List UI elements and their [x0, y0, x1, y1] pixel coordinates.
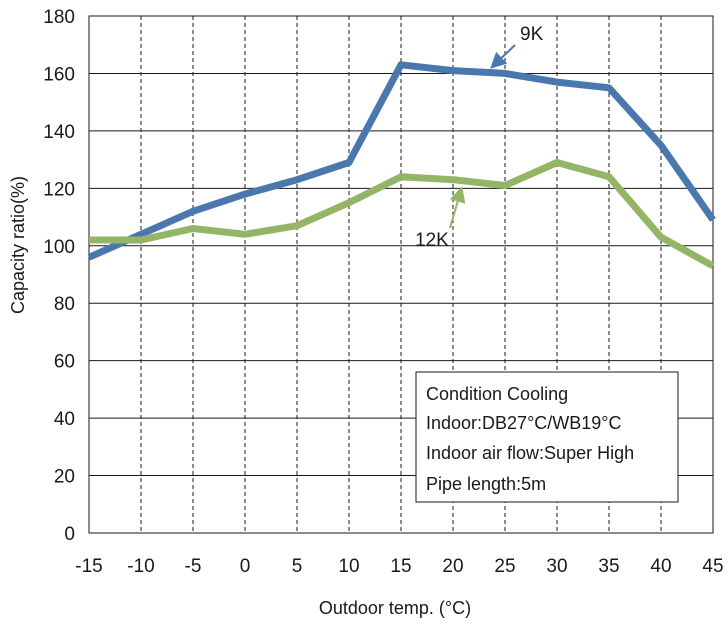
x-tick-label: 35 [598, 556, 619, 577]
series-layer [87, 61, 716, 269]
x-tick-label: 5 [292, 556, 303, 577]
x-tick-label: 45 [702, 556, 723, 577]
y-tick-label: 120 [43, 179, 75, 200]
x-tick-label: 20 [442, 556, 463, 577]
series-line-9k [87, 61, 716, 261]
y-tick-label: 140 [43, 122, 75, 143]
y-tick-labels: 0 20 40 60 80 100 120 140 160 180 [43, 7, 75, 545]
y-tick-label: 80 [54, 294, 75, 315]
y-tick-label: 100 [43, 237, 75, 258]
series-line-12k [89, 159, 715, 269]
condition-line-4: Pipe length:5m [426, 474, 546, 494]
x-tick-label: 30 [546, 556, 567, 577]
y-tick-label: 20 [54, 467, 75, 488]
plot-frame [88, 15, 714, 534]
y-axis-title: Capacity ratio(%) [8, 176, 28, 314]
x-tick-labels: -15 -10 -5 0 5 10 15 20 25 30 35 40 45 [75, 556, 723, 577]
condition-line-3: Indoor air flow:Super High [426, 443, 634, 463]
condition-line-1: Condition Cooling [426, 384, 568, 404]
x-tick-label: -10 [127, 556, 154, 577]
label-12k-arrow [449, 186, 466, 229]
condition-line-2: Indoor:DB27°C/WB19°C [426, 413, 621, 433]
series-label-12k: 12K [415, 230, 449, 251]
series-label-9k: 9K [520, 24, 544, 45]
x-axis-title: Outdoor temp. (°C) [319, 598, 471, 618]
y-tick-label: 180 [43, 7, 75, 28]
y-tick-label: 160 [43, 64, 75, 85]
label-9k-arrow [490, 44, 516, 69]
y-tick-label: 60 [54, 352, 75, 373]
x-tick-label: 0 [240, 556, 251, 577]
y-tick-label: 40 [54, 409, 75, 430]
x-tick-label: 10 [338, 556, 359, 577]
x-tick-label: 25 [494, 556, 515, 577]
x-tick-label: 15 [390, 556, 411, 577]
x-tick-label: -5 [185, 556, 202, 577]
y-tick-label: 0 [64, 524, 75, 545]
x-tick-label: 40 [650, 556, 671, 577]
conditions-box [415, 371, 679, 503]
x-tick-label: -15 [75, 556, 102, 577]
